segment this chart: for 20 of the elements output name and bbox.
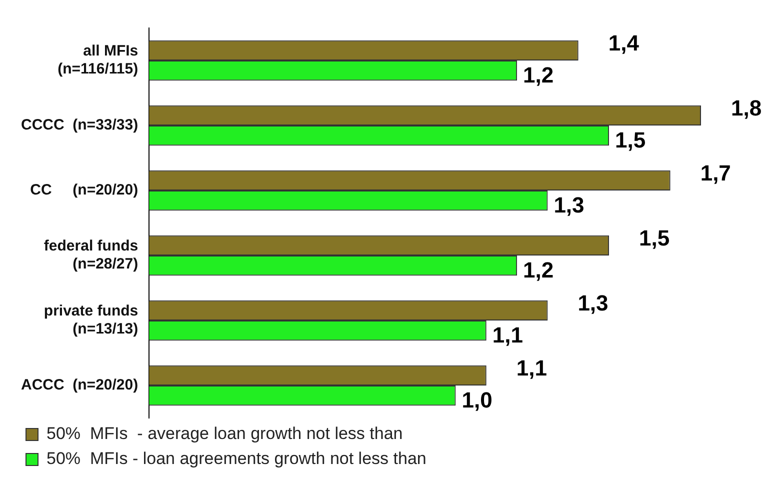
data-label: 1,8: [731, 95, 762, 120]
y-tick-label: all MFIs (n=116/115): [58, 42, 138, 78]
data-label: 1,3: [554, 192, 584, 218]
y-tick-label: CCCC (n=33/33): [20, 116, 138, 134]
y-tick-label: federal funds (n=28/27): [44, 238, 138, 273]
data-label: 1,2: [523, 258, 554, 283]
data-label: 1,2: [523, 62, 554, 88]
legend-label: 50% MFIs - average loan growth not less than: [46, 424, 403, 444]
y-tick-label: CC (n=20/20): [30, 182, 138, 199]
y-tick-label: private funds (n=13/13): [44, 302, 138, 338]
data-label: 1,1: [516, 355, 547, 380]
data-label: 1,5: [615, 128, 646, 153]
legend-label: 50% MFIs - loan agreements growth not less than: [46, 449, 426, 468]
data-label: 1,4: [608, 30, 640, 56]
y-tick-label: ACCC (n=20/20): [20, 376, 138, 394]
data-label: 1,3: [578, 290, 608, 316]
data-label: 1,7: [700, 160, 731, 186]
data-label: 1,1: [492, 322, 523, 348]
data-label: 1,5: [639, 225, 670, 250]
data-label: 1,0: [462, 388, 492, 413]
